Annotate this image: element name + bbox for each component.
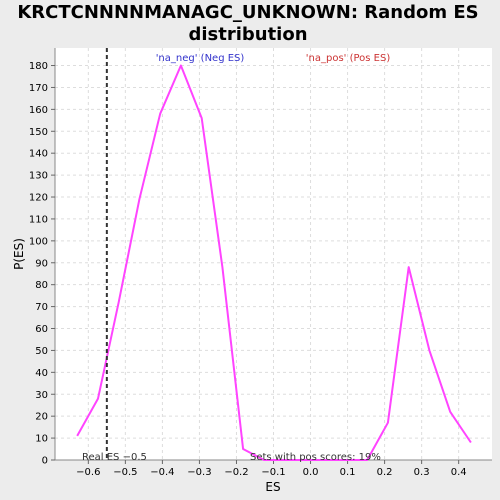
x-tick-label: −0.5	[113, 467, 137, 478]
y-tick-label: 180	[29, 61, 48, 72]
x-tick-label: −0.4	[150, 467, 174, 478]
chart-title-line2: distribution	[188, 24, 307, 45]
y-tick-label: 70	[35, 302, 48, 313]
y-tick-label: 170	[29, 83, 48, 94]
y-tick-label: 10	[35, 434, 48, 445]
grid-lines	[55, 48, 492, 461]
x-axis-label: ES	[265, 480, 280, 494]
y-tick-label: 130	[29, 171, 48, 182]
y-tick-label: 30	[35, 390, 48, 401]
y-tick-label: 60	[35, 324, 48, 335]
y-tick-label: 0	[42, 456, 48, 467]
y-ticks: 0 10 20 30 40 50 60 70 80 90 100 110 120 130 140 150 160…	[29, 61, 55, 467]
y-tick-label: 110	[29, 214, 48, 225]
y-tick-label: 140	[29, 149, 48, 160]
y-tick-label: 50	[35, 346, 48, 357]
x-tick-label: 0.4	[451, 467, 467, 478]
y-tick-label: 160	[29, 105, 48, 116]
x-tick-label: 0.2	[377, 467, 393, 478]
x-ticks: −0.6 −0.5 −0.4 −0.3 −0.2 −0.1 0.0 0.1 0.2 0.3 0.4	[76, 460, 467, 478]
y-tick-label: 120	[29, 193, 48, 204]
real-es-label: Real ES −0.5	[82, 452, 147, 463]
x-tick-label: −0.1	[261, 467, 285, 478]
x-tick-label: −0.3	[187, 467, 211, 478]
chart-title-line1: KRCTCNNNNMANAGC_UNKNOWN: Random ES	[17, 2, 478, 23]
x-tick-label: 0.1	[340, 467, 356, 478]
y-tick-label: 90	[35, 258, 48, 269]
es-distribution-line	[76, 64, 472, 461]
neg-es-label: 'na_neg' (Neg ES)	[156, 53, 245, 64]
pos-es-label: 'na_pos' (Pos ES)	[306, 53, 391, 64]
y-tick-label: 40	[35, 368, 48, 379]
y-tick-label: 100	[29, 236, 48, 247]
x-tick-label: 0.3	[414, 467, 430, 478]
annotations: 'na_neg' (Neg ES) 'na_pos' (Pos ES) Sets…	[82, 53, 390, 463]
x-tick-label: 0.0	[303, 467, 319, 478]
y-tick-label: 80	[35, 280, 48, 291]
y-axis-label: P(ES)	[12, 238, 26, 270]
x-tick-label: −0.2	[224, 467, 248, 478]
series-layer	[76, 48, 472, 461]
x-tick-label: −0.6	[76, 467, 100, 478]
y-tick-label: 20	[35, 412, 48, 423]
y-tick-label: 150	[29, 127, 48, 138]
sets-pos-scores-label: Sets with pos scores: 19%	[250, 452, 381, 463]
